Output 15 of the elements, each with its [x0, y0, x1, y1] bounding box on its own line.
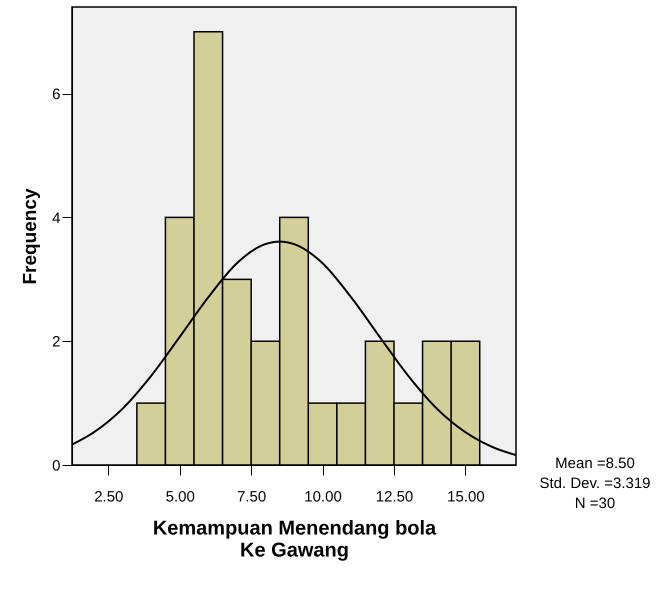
y-tick-label: 4	[52, 210, 60, 227]
x-tick-label: 10.00	[304, 488, 342, 506]
x-tick-label: 7.50	[237, 488, 266, 506]
x-tick-label: 5.00	[166, 488, 195, 506]
text: N =30	[574, 495, 616, 512]
text: Std. Dev. =3.319	[539, 475, 651, 492]
text: Mean =8.50	[555, 455, 635, 472]
y-tick-label: 2	[52, 334, 60, 351]
x-tick-label: 12.50	[376, 488, 414, 506]
y-tick-label: 6	[52, 86, 60, 104]
x-axis-title: Kemampuan Menendang bola Ke Gawang	[152, 518, 438, 562]
y-axis-title: Frequency	[20, 188, 42, 285]
x-tick-label: 2.50	[94, 488, 124, 506]
y-tick-label: 0	[52, 458, 60, 474]
x-tick-label: 15.00	[447, 488, 485, 506]
